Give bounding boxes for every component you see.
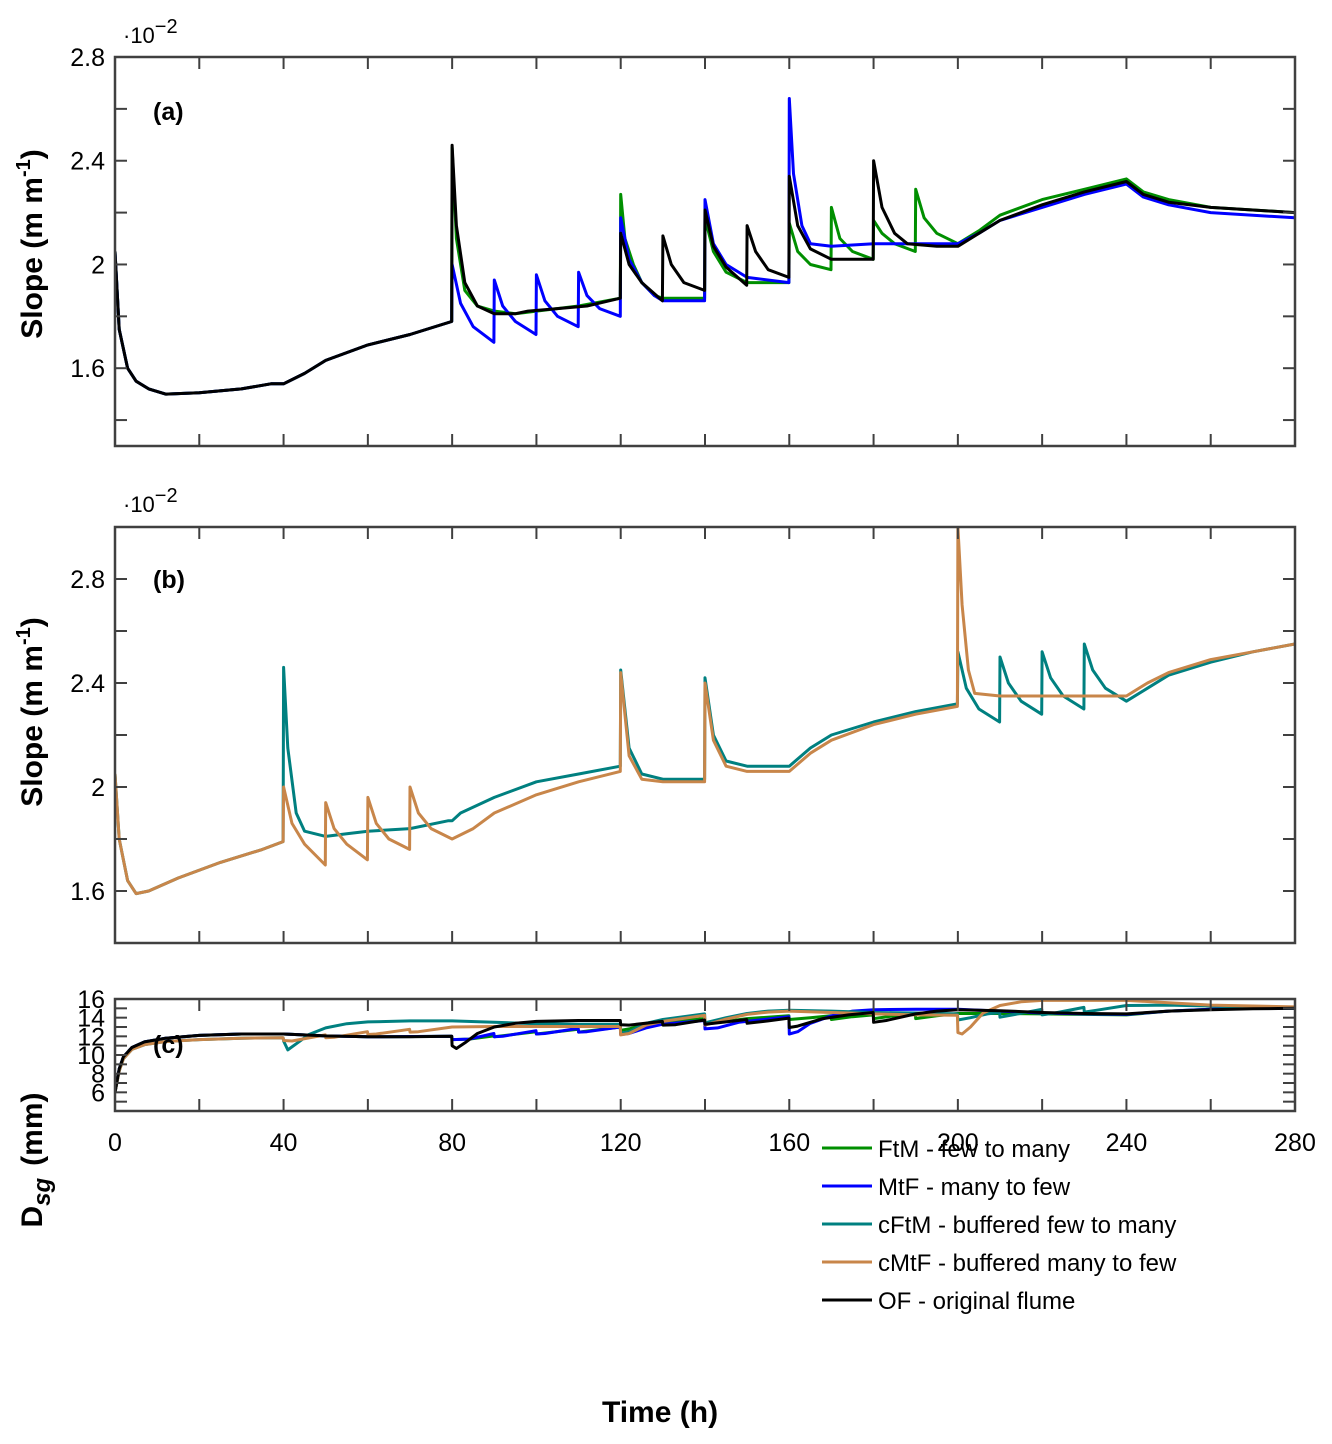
panel-c-label: (c) (153, 1031, 184, 1059)
xtick-label: 120 (600, 1129, 642, 1157)
panel-c-ytick-label: 10 (77, 1042, 105, 1070)
xtick-label: 160 (768, 1129, 810, 1157)
panel-b-ytick-label: 1.6 (70, 878, 105, 906)
panel-b-ytick-label: 2.4 (70, 670, 105, 698)
panel-a-ytick-label: 1.6 (70, 355, 105, 383)
panel-c-ytick-label: 14 (77, 1005, 105, 1033)
panel-a-ylabel: Slope (m m-1) (13, 149, 49, 339)
legend-label-ftm: FtM - few to many (878, 1136, 1070, 1163)
panel-a-axes: 1.6 2 2.4 2.8 (70, 44, 1297, 448)
panel-c-ytick-label: 8 (91, 1061, 105, 1089)
panel-c-ylabel: Dsg(mm) (16, 1092, 56, 1227)
panel-b-axes: 1.6 2 2.4 2.8 (70, 525, 1297, 945)
xtick-label: 80 (438, 1129, 466, 1157)
panel-a-series (115, 97, 1295, 396)
x-axis-title: Time (h) (602, 1396, 718, 1429)
panel-a-series-of (115, 143, 1295, 396)
xtick-label: 0 (108, 1129, 122, 1157)
panel-a-ytick-label: 2.4 (70, 148, 105, 176)
xtick-label: 200 (937, 1129, 979, 1157)
panel-b-series (115, 527, 1295, 896)
xtick-label: 40 (270, 1129, 298, 1157)
panel-c-ytick-label: 6 (91, 1079, 105, 1107)
legend-label-of: OF - original flume (878, 1288, 1075, 1315)
panel-c-series (115, 999, 1295, 1093)
panel-a-label: (a) (153, 98, 184, 126)
panel-b-ytick-label: 2.8 (70, 566, 105, 594)
panel-a-ytick-label: 2 (91, 251, 105, 279)
panel-b-multiplier: ·10−2 (123, 485, 178, 517)
panel-a: 1.6 2 2.4 2.8 (a) ·10−2 Slope (m m-1) (13, 16, 1297, 448)
xtick-label: 280 (1274, 1129, 1316, 1157)
legend-label-cmtf: cMtF - buffered many to few (878, 1250, 1177, 1277)
panel-b-label: (b) (153, 566, 185, 594)
panel-c-ytick-label: 12 (77, 1023, 105, 1051)
panel-a-multiplier: ·10−2 (123, 16, 178, 48)
panel-b: 1.6 2 2.4 2.8 (b) ·10−2 Slope (m m-1) (13, 485, 1297, 945)
panel-c-ytick-label: 16 (77, 986, 105, 1014)
legend-label-cftm: cFtM - buffered few to many (878, 1212, 1176, 1239)
panel-c-series-of (115, 1006, 1295, 1093)
legend-label-mtf: MtF - many to few (878, 1174, 1071, 1201)
panel-b-ytick-label: 2 (91, 774, 105, 802)
panel-b-series-cmtf (115, 527, 1295, 896)
legend: FtM - few to many MtF - many to few cFtM -… (822, 1136, 1177, 1315)
xtick-label: 240 (1106, 1129, 1148, 1157)
panel-a-ytick-label: 2.8 (70, 44, 105, 72)
panel-b-ylabel: Slope (m m-1) (13, 617, 49, 807)
